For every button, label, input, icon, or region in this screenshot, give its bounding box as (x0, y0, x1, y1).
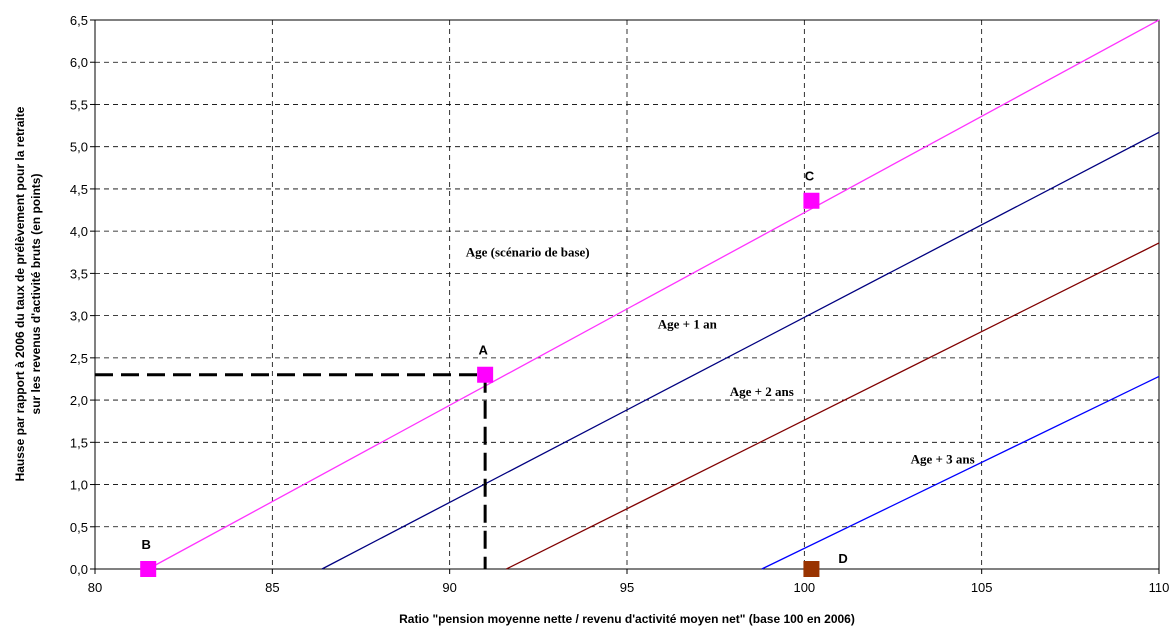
series-labels: Age (scénario de base) Age + 1 an Age + 2 … (466, 244, 975, 466)
series-line (506, 242, 1160, 570)
y-tick-label: 4,0 (70, 224, 88, 239)
data-points: A B C D (140, 169, 848, 577)
y-tick-label: 0,0 (70, 562, 88, 577)
y-tick-label: 4,5 (70, 182, 88, 197)
y-tick-label: 5,0 (70, 140, 88, 155)
point-marker (803, 561, 820, 577)
point-marker (803, 192, 820, 209)
y-tick-label: 2,0 (70, 393, 88, 408)
point-label: A (478, 343, 488, 358)
x-tick-label: 110 (1149, 580, 1170, 595)
reference-lines (95, 373, 487, 569)
series-label: Age + 2 ans (730, 384, 794, 399)
x-tick-label: 80 (88, 580, 102, 595)
x-tick-label: 90 (442, 580, 456, 595)
x-tick-labels: 80 85 90 95 100 105 110 (88, 580, 1170, 595)
y-tick-labels: 0,0 0,5 1,0 1,5 2,0 2,5 3,0 3,5 4,0 4,5 5,0 5,5 6,0 6… (70, 13, 88, 577)
x-tick-label: 95 (620, 580, 634, 595)
gridlines (95, 20, 1159, 569)
y-tick-label: 1,5 (70, 435, 88, 450)
y-axis-title-line-2: sur les revenus d'activité bruts (en poi… (29, 174, 43, 415)
point-marker (477, 366, 494, 383)
y-tick-label: 5,5 (70, 97, 88, 112)
y-tick-label: 3,0 (70, 309, 88, 324)
series-line (761, 375, 1160, 570)
x-axis-title: Ratio "pension moyenne nette / revenu d'… (399, 612, 855, 626)
point-label: C (805, 169, 815, 184)
y-axis-title-line-1: Hausse par rapport à 2006 du taux de pré… (13, 106, 27, 481)
series-line (147, 19, 1160, 570)
x-tick-label: 105 (971, 580, 993, 595)
series-lines (147, 19, 1160, 570)
series-label: Age + 1 an (658, 316, 718, 331)
series-label: Age (scénario de base) (466, 244, 590, 259)
point-marker (140, 561, 157, 577)
series-line (321, 131, 1160, 570)
y-tick-label: 0,5 (70, 520, 88, 535)
x-tick-label: 100 (793, 580, 815, 595)
y-tick-label: 1,0 (70, 478, 88, 493)
series-label: Age + 3 ans (911, 451, 975, 466)
y-tick-label: 2,5 (70, 351, 88, 366)
y-tick-label: 6,5 (70, 13, 88, 28)
point-label: B (142, 537, 151, 552)
point-label: D (838, 551, 847, 566)
x-tick-label: 85 (265, 580, 279, 595)
y-tick-label: 3,5 (70, 266, 88, 281)
y-tick-label: 6,0 (70, 55, 88, 70)
axes (90, 19, 1160, 574)
